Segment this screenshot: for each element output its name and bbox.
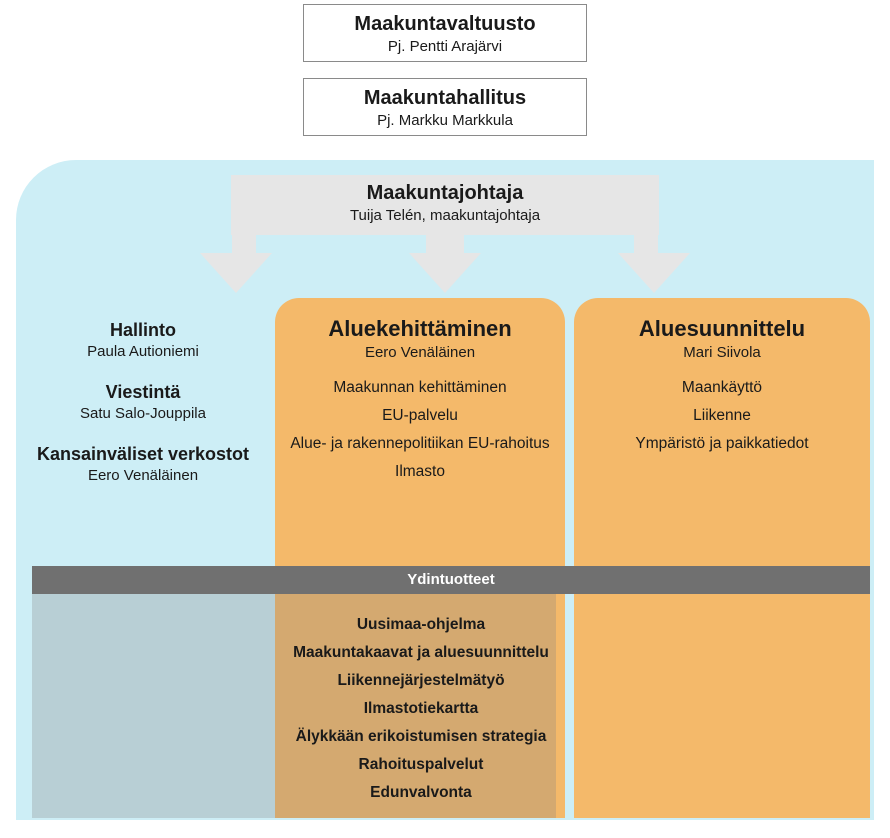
support-block-admin: Hallinto Paula Autioniemi bbox=[28, 320, 258, 360]
support-title: Kansainväliset verkostot bbox=[28, 444, 258, 465]
support-block-intl: Kansainväliset verkostot Eero Venäläinen bbox=[28, 444, 258, 484]
core-item: Maakuntakaavat ja aluesuunnittelu bbox=[246, 644, 596, 662]
plan-item: Liikenne bbox=[584, 407, 860, 425]
core-item: Edunvalvonta bbox=[246, 784, 596, 802]
support-title: Viestintä bbox=[28, 382, 258, 403]
support-title: Hallinto bbox=[28, 320, 258, 341]
director-box: Maakuntajohtaja Tuija Telén, maakuntajoh… bbox=[231, 175, 659, 235]
arrow-left-head bbox=[200, 253, 272, 293]
plan-item: Maankäyttö bbox=[584, 379, 860, 397]
dev-item: Ilmasto bbox=[285, 463, 555, 481]
council-chair: Pj. Pentti Arajärvi bbox=[308, 38, 582, 55]
core-item: Liikennejärjestelmätyö bbox=[246, 672, 596, 690]
core-item: Älykkään erikoistumisen strategia bbox=[246, 728, 596, 746]
board-chair: Pj. Markku Markkula bbox=[308, 112, 582, 129]
arrow-center-head bbox=[409, 253, 481, 293]
director-name: Tuija Telén, maakuntajohtaja bbox=[231, 207, 659, 224]
core-item: Uusimaa-ohjelma bbox=[246, 616, 596, 634]
dev-item: Maakunnan kehittäminen bbox=[285, 379, 555, 397]
regional-planning-title: Aluesuunnittelu bbox=[584, 316, 860, 342]
support-lead: Eero Venäläinen bbox=[28, 467, 258, 484]
support-block-comms: Viestintä Satu Salo-Jouppila bbox=[28, 382, 258, 422]
regional-development-title: Aluekehittäminen bbox=[285, 316, 555, 342]
dev-item: EU-palvelu bbox=[285, 407, 555, 425]
director-title: Maakuntajohtaja bbox=[231, 182, 659, 205]
support-functions-column: Hallinto Paula Autioniemi Viestintä Satu… bbox=[28, 320, 258, 506]
regional-planning-lead: Mari Siivola bbox=[584, 344, 860, 361]
support-lead: Satu Salo-Jouppila bbox=[28, 405, 258, 422]
regional-development-lead: Eero Venäläinen bbox=[285, 344, 555, 361]
plan-item: Ympäristö ja paikkatiedot bbox=[584, 435, 860, 453]
board-title: Maakuntahallitus bbox=[308, 87, 582, 110]
support-lead: Paula Autioniemi bbox=[28, 343, 258, 360]
arrow-right-head bbox=[618, 253, 690, 293]
dev-item: Alue- ja rakennepolitiikan EU-rahoitus bbox=[285, 435, 555, 453]
regional-planning-panel: Aluesuunnittelu Mari Siivola Maankäyttö … bbox=[574, 298, 870, 818]
core-item: Rahoituspalvelut bbox=[246, 756, 596, 774]
core-item: Ilmastotiekartta bbox=[246, 700, 596, 718]
council-title: Maakuntavaltuusto bbox=[308, 13, 582, 36]
board-box: Maakuntahallitus Pj. Markku Markkula bbox=[303, 78, 587, 136]
core-products-list: Uusimaa-ohjelma Maakuntakaavat ja aluesu… bbox=[246, 606, 596, 812]
core-products-bar: Ydintuotteet bbox=[32, 566, 870, 594]
council-box: Maakuntavaltuusto Pj. Pentti Arajärvi bbox=[303, 4, 587, 62]
